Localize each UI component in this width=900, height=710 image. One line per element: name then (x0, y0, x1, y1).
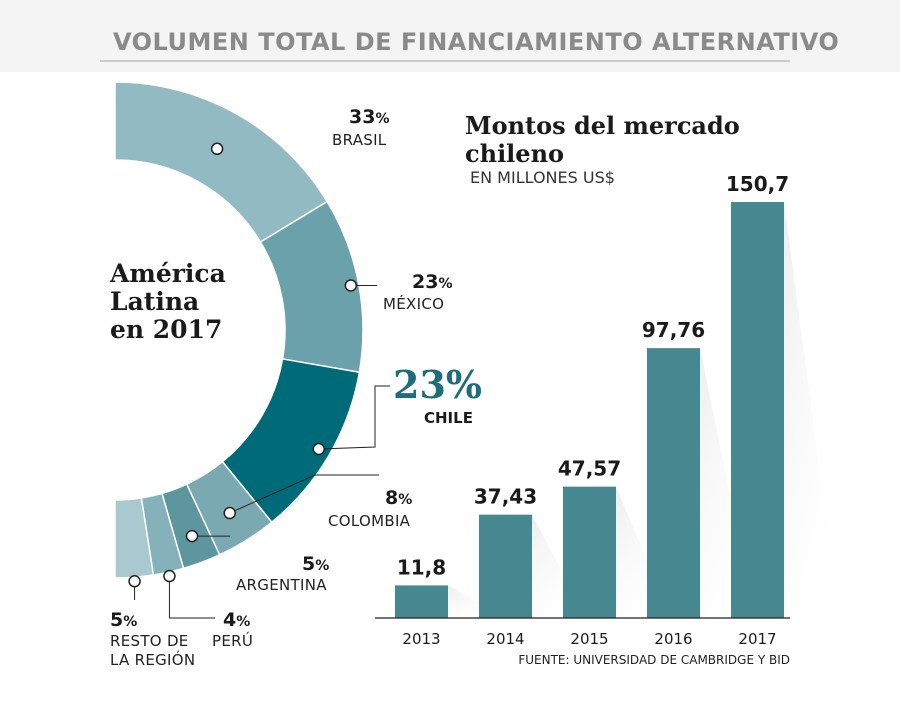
bar-value-2015: 47,57 (558, 457, 621, 481)
marker-colombia (223, 506, 236, 520)
slice-value-chile: 23% (393, 362, 482, 407)
marker-chile (312, 442, 326, 456)
slice-value-colombia: 8% (385, 487, 412, 509)
slice-value-peru: 4% (223, 609, 250, 631)
center-label-line-2: Latina (110, 287, 199, 316)
marker-resto-de-la-region (128, 574, 141, 588)
slice-label-colombia: COLOMBIA (328, 512, 411, 530)
slice-value-mexico: 23% (412, 271, 452, 293)
bar-category-2017: 2017 (738, 630, 776, 648)
center-label-line-3: en 2017 (110, 315, 222, 344)
bar-2017 (731, 202, 784, 618)
slice-value-argentina: 5% (302, 553, 329, 575)
donut-slice-brasil (114, 81, 329, 243)
leader-colombia (229, 474, 379, 514)
bar-chart: 11,8 2013 37,43 2014 47,57 2015 97,76 2016 150,7… (375, 172, 839, 648)
source-note: FUENTE: UNIVERSIDAD DE CAMBRIDGE Y BID (518, 653, 790, 667)
donut-center-label: América Latina en 2017 (109, 259, 235, 344)
slice-label-argentina: ARGENTINA (236, 576, 327, 594)
bar-2016 (647, 348, 700, 618)
bar-value-2017: 150,7 (726, 172, 789, 196)
bar-title-line-1: Montos del mercado (465, 111, 740, 140)
header-background (0, 0, 900, 72)
marker-argentina (185, 529, 199, 543)
bar-chart-title: Montos del mercado chileno (465, 111, 748, 168)
bar-category-2016: 2016 (654, 630, 692, 648)
slice-label-brasil: BRASIL (332, 131, 387, 149)
marker-mexico (344, 279, 358, 292)
leader-chile (318, 385, 390, 450)
bar-2015 (563, 486, 616, 618)
leader-peru (168, 576, 215, 619)
bar-category-2013: 2013 (402, 630, 440, 648)
slice-label-resto-de-la-region: RESTO DE LA REGIÓN (110, 632, 195, 669)
marker-brasil (210, 142, 224, 156)
bar-category-2015: 2015 (570, 630, 608, 648)
bar-title-line-2: chileno (465, 139, 564, 168)
slice-label-mexico: MÉXICO (383, 294, 444, 313)
bar-category-2014: 2014 (486, 630, 524, 648)
bar-value-2016: 97,76 (642, 318, 705, 342)
bar-value-2013: 11,8 (397, 555, 446, 579)
slice-value-resto-de-la-region: 5% (110, 609, 137, 631)
infographic-title: VOLUMEN TOTAL DE FINANCIAMIENTO ALTERNAT… (113, 28, 839, 56)
donut-chart (114, 81, 364, 579)
marker-peru (163, 569, 176, 583)
slice-label-chile: CHILE (424, 409, 473, 427)
donut-slice-resto-de-la-region (114, 497, 155, 579)
slice-label-peru: PERÚ (212, 631, 253, 650)
bar-2014 (479, 514, 532, 618)
donut-labels: 33%BRASIL23%MÉXICO23%CHILE8%COLOMBIA5%AR… (110, 106, 482, 669)
bar-value-2014: 37,43 (474, 485, 537, 509)
slice-value-brasil: 33% (349, 106, 389, 128)
bar-chart-subtitle: EN MILLONES US$ (470, 168, 615, 187)
bar-2013 (395, 585, 448, 618)
center-label-line-1: América (109, 259, 226, 288)
